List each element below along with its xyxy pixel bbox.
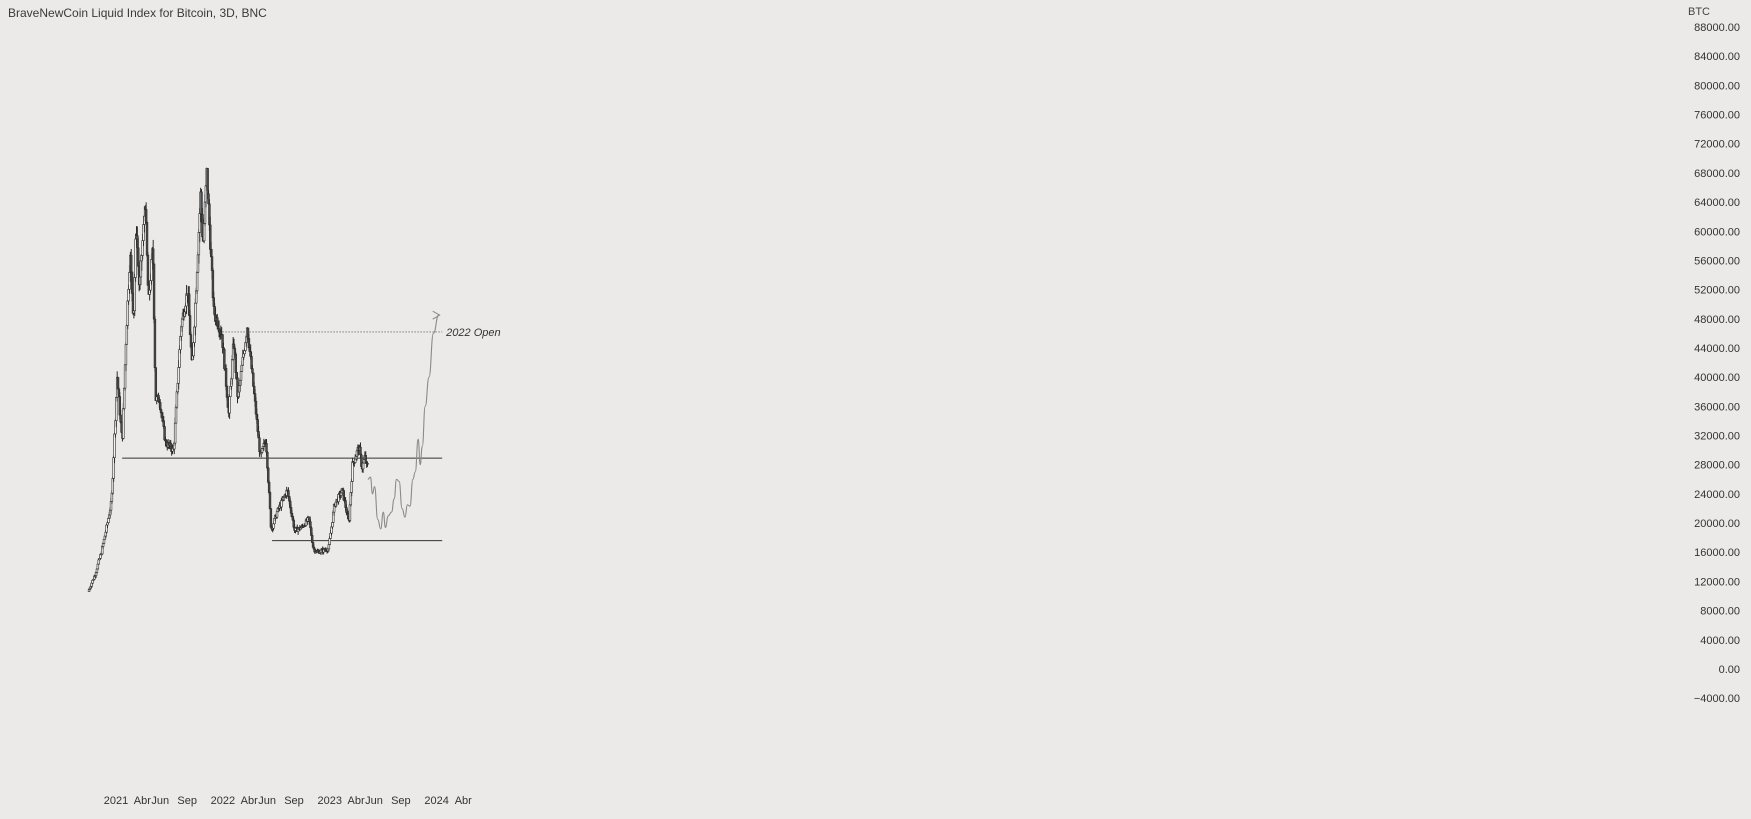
candle [269,508,273,528]
candle [366,461,369,467]
projection-path [367,315,439,530]
currency-label: BTC [1688,6,1710,18]
y-tick-label: 24000.00 [1694,489,1740,501]
y-tick-label: 32000.00 [1694,431,1740,443]
x-tick-label: 2023 [318,795,342,807]
y-tick-label: 84000.00 [1694,51,1740,63]
y-tick-label: 8000.00 [1700,606,1740,618]
candles [87,167,369,592]
y-tick-label: 28000.00 [1694,460,1740,472]
y-tick-label: 0.00 [1719,664,1740,676]
y-tick-label: 36000.00 [1694,401,1740,413]
y-tick-label: −4000.00 [1694,693,1740,705]
candle [146,252,150,286]
x-tick-label: Abr [134,795,151,807]
y-tick-label: 88000.00 [1694,22,1740,34]
candle [195,270,199,295]
y-tick-label: 76000.00 [1694,110,1740,122]
y-tick-label: 20000.00 [1694,518,1740,530]
candle [153,316,157,372]
x-tick-label: Sep [391,795,411,807]
x-tick-label: Jun [365,795,383,807]
y-tick-label: 40000.00 [1694,372,1740,384]
x-tick-label: Abr [348,795,365,807]
candle [152,262,156,324]
y-tick-label: 80000.00 [1694,80,1740,92]
x-tick-label: Abr [455,795,472,807]
y-tick-label: 52000.00 [1694,285,1740,297]
candle [122,387,126,411]
y-tick-label: 48000.00 [1694,314,1740,326]
y-tick-label: 72000.00 [1694,139,1740,151]
candle [268,491,272,510]
y-tick-label: 12000.00 [1694,576,1740,588]
x-tick-label: Sep [284,795,304,807]
x-tick-label: 2021 [104,795,128,807]
x-tick-label: Jun [151,795,169,807]
y-tick-label: 56000.00 [1694,255,1740,267]
x-tick-label: 2024 [424,795,448,807]
y-tick-label: 44000.00 [1694,343,1740,355]
level-label: 2022 Open [445,327,500,339]
candle [145,220,149,258]
y-tick-label: 64000.00 [1694,197,1740,209]
candle [223,348,226,371]
y-tick-label: 60000.00 [1694,226,1740,238]
x-tick-label: Jun [258,795,276,807]
y-tick-label: 4000.00 [1700,635,1740,647]
y-tick-label: 68000.00 [1694,168,1740,180]
x-tick-label: Sep [177,795,197,807]
chart-title: BraveNewCoin Liquid Index for Bitcoin, 3… [8,6,267,20]
candle [102,538,106,545]
x-tick-label: Abr [241,795,258,807]
y-tick-label: 16000.00 [1694,547,1740,559]
x-tick-label: 2022 [211,795,235,807]
